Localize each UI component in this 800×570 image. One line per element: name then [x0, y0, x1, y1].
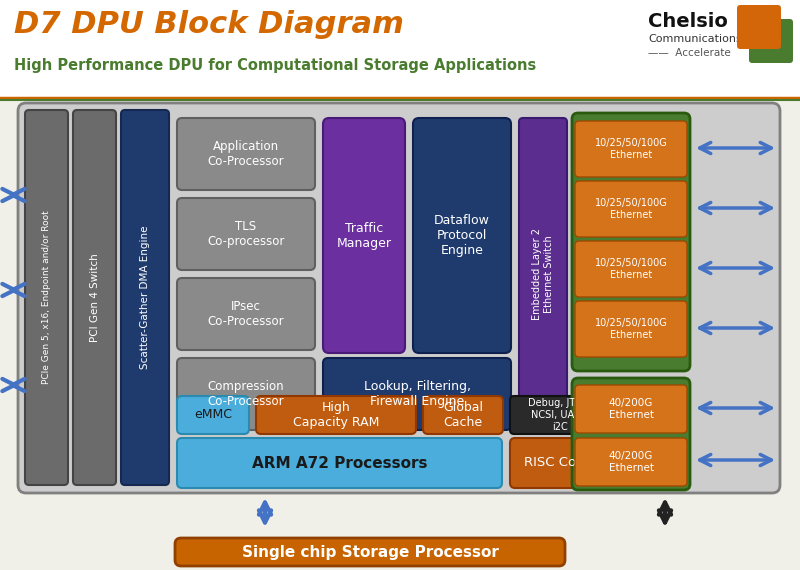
- Text: Compression
Co-Processor: Compression Co-Processor: [208, 380, 284, 408]
- FancyBboxPatch shape: [323, 118, 405, 353]
- Text: ARM A72 Processors: ARM A72 Processors: [252, 455, 427, 470]
- Text: PCIe Gen 5, x16, Endpoint and/or Root: PCIe Gen 5, x16, Endpoint and/or Root: [42, 211, 51, 384]
- Text: ——  Accelerate: —— Accelerate: [648, 48, 730, 58]
- FancyBboxPatch shape: [575, 438, 687, 486]
- FancyBboxPatch shape: [177, 358, 315, 430]
- Text: Global
Cache: Global Cache: [443, 401, 483, 429]
- FancyBboxPatch shape: [510, 396, 610, 434]
- FancyBboxPatch shape: [737, 5, 781, 49]
- FancyBboxPatch shape: [175, 538, 565, 566]
- FancyBboxPatch shape: [256, 396, 416, 434]
- Text: Application
Co-Processor: Application Co-Processor: [208, 140, 284, 168]
- Text: High Performance DPU for Computational Storage Applications: High Performance DPU for Computational S…: [14, 58, 536, 73]
- Text: 10/25/50/100G
Ethernet: 10/25/50/100G Ethernet: [594, 318, 667, 340]
- FancyBboxPatch shape: [177, 278, 315, 350]
- FancyBboxPatch shape: [25, 110, 68, 485]
- Text: High
Capacity RAM: High Capacity RAM: [293, 401, 379, 429]
- Text: Communications: Communications: [648, 34, 742, 44]
- FancyBboxPatch shape: [177, 198, 315, 270]
- Text: Lookup, Filtering,
Firewall Engine: Lookup, Filtering, Firewall Engine: [363, 380, 470, 408]
- Text: 10/25/50/100G
Ethernet: 10/25/50/100G Ethernet: [594, 198, 667, 220]
- FancyBboxPatch shape: [0, 0, 800, 100]
- Text: IPsec
Co-Processor: IPsec Co-Processor: [208, 300, 284, 328]
- FancyBboxPatch shape: [575, 241, 687, 297]
- FancyBboxPatch shape: [575, 301, 687, 357]
- FancyBboxPatch shape: [323, 358, 511, 430]
- Text: 40/200G
Ethernet: 40/200G Ethernet: [609, 451, 654, 473]
- FancyBboxPatch shape: [575, 121, 687, 177]
- FancyBboxPatch shape: [510, 438, 610, 488]
- Text: D7 DPU Block Diagram: D7 DPU Block Diagram: [14, 10, 404, 39]
- Text: Single chip Storage Processor: Single chip Storage Processor: [242, 544, 498, 560]
- Text: eMMC: eMMC: [194, 409, 232, 421]
- FancyBboxPatch shape: [423, 396, 503, 434]
- Text: 40/200G
Ethernet: 40/200G Ethernet: [609, 398, 654, 420]
- FancyBboxPatch shape: [572, 113, 690, 371]
- Text: Embedded Layer 2
Ethernet Switch: Embedded Layer 2 Ethernet Switch: [532, 228, 554, 320]
- Text: Traffic
Manager: Traffic Manager: [337, 222, 391, 250]
- Text: Scatter-Gather DMA Engine: Scatter-Gather DMA Engine: [140, 226, 150, 369]
- FancyBboxPatch shape: [572, 378, 690, 490]
- FancyBboxPatch shape: [749, 19, 793, 63]
- FancyBboxPatch shape: [413, 118, 511, 353]
- FancyBboxPatch shape: [177, 396, 249, 434]
- Text: 10/25/50/100G
Ethernet: 10/25/50/100G Ethernet: [594, 258, 667, 280]
- FancyBboxPatch shape: [73, 110, 116, 485]
- Text: 10/25/50/100G
Ethernet: 10/25/50/100G Ethernet: [594, 138, 667, 160]
- FancyBboxPatch shape: [519, 118, 567, 430]
- FancyBboxPatch shape: [575, 385, 687, 433]
- Text: TLS
Co-processor: TLS Co-processor: [207, 220, 285, 248]
- FancyBboxPatch shape: [177, 118, 315, 190]
- FancyBboxPatch shape: [121, 110, 169, 485]
- FancyBboxPatch shape: [18, 103, 780, 493]
- FancyBboxPatch shape: [177, 438, 502, 488]
- Text: Chelsio: Chelsio: [648, 12, 728, 31]
- Text: Dataflow
Protocol
Engine: Dataflow Protocol Engine: [434, 214, 490, 257]
- Text: RISC Cores: RISC Cores: [524, 457, 596, 470]
- FancyBboxPatch shape: [575, 181, 687, 237]
- Text: Debug, JTAG,
NCSI, UART,
i2C: Debug, JTAG, NCSI, UART, i2C: [528, 398, 592, 431]
- Text: PCI Gen 4 Switch: PCI Gen 4 Switch: [90, 253, 99, 342]
